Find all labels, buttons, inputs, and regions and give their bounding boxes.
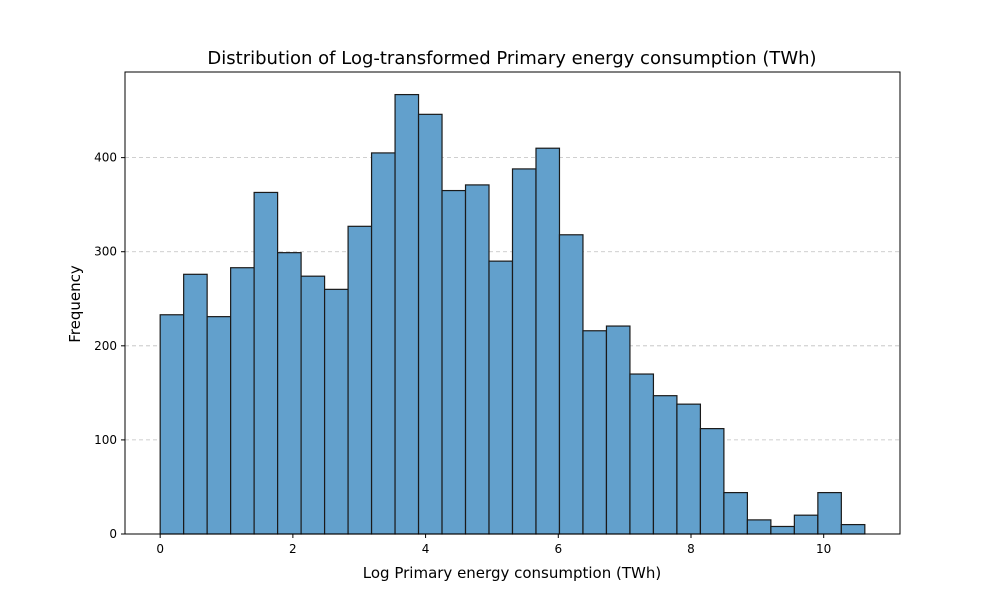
histogram-bar — [840, 523, 866, 535]
histogram-bar — [488, 260, 514, 535]
histogram-bars — [159, 93, 866, 535]
x-tick-label: 0 — [156, 542, 164, 556]
histogram-bar — [652, 395, 678, 535]
y-tick-label: 0 — [109, 527, 117, 541]
histogram-bar — [699, 428, 725, 535]
histogram-bar — [394, 93, 420, 535]
histogram-bar — [347, 225, 373, 535]
histogram-bar — [676, 403, 702, 535]
histogram-bar — [206, 316, 232, 535]
histogram-bar — [746, 519, 772, 535]
histogram-bar — [511, 168, 537, 535]
histogram-bar — [277, 252, 302, 535]
histogram-bar — [183, 273, 208, 535]
histogram-bar — [230, 267, 255, 535]
histogram-bar — [558, 234, 584, 535]
histogram-bar — [770, 525, 795, 535]
x-tick-label: 10 — [816, 542, 831, 556]
histogram-bar — [323, 288, 349, 535]
histogram-bar — [605, 325, 631, 535]
histogram-bar — [629, 373, 655, 535]
y-tick-label: 100 — [94, 433, 117, 447]
y-tick-label: 400 — [94, 151, 117, 165]
y-axis-label: Frequency — [66, 265, 84, 343]
histogram-bar — [300, 275, 326, 535]
histogram-bar — [441, 189, 467, 535]
histogram-bar — [582, 330, 608, 535]
x-tick-label: 2 — [289, 542, 297, 556]
x-axis-label: Log Primary energy consumption (TWh) — [363, 564, 661, 582]
x-tick-label: 4 — [422, 542, 430, 556]
plot-area-frame — [124, 71, 901, 535]
y-tick-label: 300 — [94, 245, 117, 259]
chart-title: Distribution of Log-transformed Primary … — [207, 48, 816, 69]
histogram-bar — [253, 191, 279, 535]
y-axis-ticks: 0 100 200 300 400 — [94, 151, 125, 541]
histogram-bar — [159, 314, 185, 535]
x-axis-ticks: 0 2 4 6 8 10 — [156, 534, 831, 556]
histogram-bar — [464, 184, 490, 535]
histogram-bar — [417, 113, 443, 535]
histogram-bar — [817, 491, 842, 535]
histogram-bar — [793, 514, 819, 535]
x-tick-label: 6 — [554, 542, 562, 556]
histogram-bar — [370, 152, 396, 535]
histogram-bar — [535, 147, 561, 535]
x-tick-label: 8 — [687, 542, 695, 556]
y-tick-label: 200 — [94, 339, 117, 353]
histogram-bar — [723, 491, 748, 535]
